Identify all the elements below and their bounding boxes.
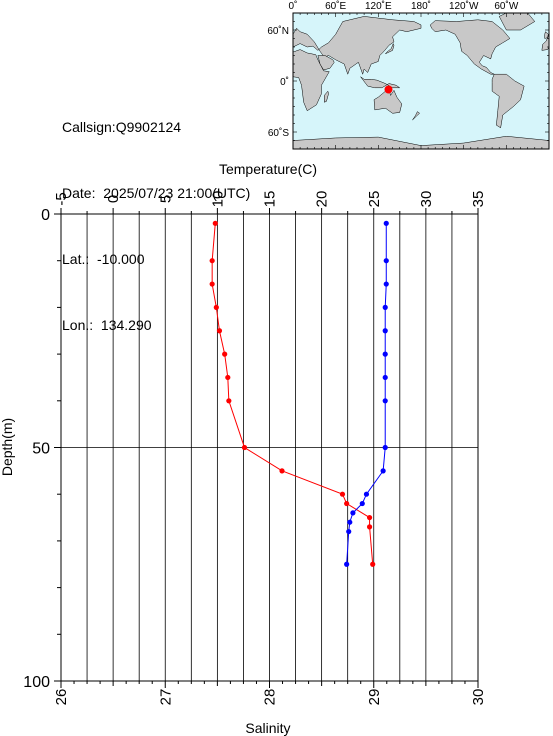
depth-axis: 0 50 100 xyxy=(23,207,61,691)
salinity-data-point xyxy=(382,374,388,381)
temperature-axis-label: Temperature(C) xyxy=(219,161,317,177)
salinity-data-point xyxy=(382,351,388,357)
temperature-data-point xyxy=(370,561,376,567)
temperature-tick-label: 15 xyxy=(262,191,279,208)
temperature-tick-label: 30 xyxy=(418,191,435,208)
salinity-tick-label: 29 xyxy=(366,689,383,706)
temperature-series-line xyxy=(211,223,374,565)
temperature-data-point xyxy=(209,258,215,264)
temperature-data-point xyxy=(344,500,350,507)
temperature-tick-label: 5 xyxy=(157,195,174,203)
salinity-tick-label: 28 xyxy=(262,689,279,706)
salinity-data-point xyxy=(383,281,389,287)
salinity-data-point xyxy=(344,561,350,567)
date-text: Date: 2025/07/23 21:00(UTC) xyxy=(62,185,251,201)
salinity-data-point xyxy=(350,510,356,516)
temperature-tick-label: 0 xyxy=(105,195,122,203)
depth-tick-label: 50 xyxy=(32,441,50,458)
salinity-data-point xyxy=(346,528,352,535)
salinity-data-point xyxy=(382,304,388,310)
salinity-data-point xyxy=(347,519,353,525)
temperature-data-point xyxy=(339,491,346,497)
temperature-data-point xyxy=(222,351,228,357)
temperature-axis: -5 0 5 10 15 20 25 30 35 xyxy=(53,191,487,214)
depth-tick-label: 0 xyxy=(41,207,50,224)
salinity-series-line xyxy=(346,223,387,565)
salinity-axis-label: Salinity xyxy=(245,720,290,736)
callsign-text: Callsign:Q9902124 xyxy=(62,119,182,135)
salinity-tick-label: 30 xyxy=(470,689,487,706)
temperature-tick-label: 10 xyxy=(209,191,226,208)
chart-grid xyxy=(60,214,479,681)
salinity-data-point xyxy=(383,220,389,226)
depth-axis-label: Depth(m) xyxy=(0,418,15,476)
temperature-tick-label: 25 xyxy=(366,191,383,208)
latitude-text: Lat.: -10.000 xyxy=(62,251,145,267)
depth-tick-label: 100 xyxy=(23,674,50,691)
salinity-data-point xyxy=(380,468,386,474)
salinity-data-point xyxy=(363,491,370,497)
temperature-tick-label: -5 xyxy=(53,192,70,205)
temperature-tick-label: 20 xyxy=(314,191,331,208)
salinity-data-point xyxy=(382,398,388,404)
temperature-data-point xyxy=(226,398,232,404)
salinity-data-point xyxy=(383,258,389,264)
salinity-data-point xyxy=(359,500,365,507)
salinity-tick-label: 26 xyxy=(53,689,70,706)
temperature-data-point xyxy=(279,468,285,474)
temperature-data-point xyxy=(212,220,218,226)
temperature-data-point xyxy=(213,304,219,310)
salinity-data-point xyxy=(382,444,388,451)
temperature-data-point xyxy=(366,524,373,530)
salinity-tick-label: 27 xyxy=(157,689,174,706)
temperature-data-point xyxy=(366,514,373,521)
temperature-data-point xyxy=(209,281,215,287)
temperature-data-point xyxy=(225,374,231,381)
salinity-data-point xyxy=(382,328,388,334)
salinity-axis: 26 27 28 29 30 xyxy=(53,681,487,705)
temperature-data-point xyxy=(216,328,223,334)
series-layer xyxy=(209,220,389,567)
temperature-tick-label: 35 xyxy=(470,191,487,208)
temperature-data-point xyxy=(241,444,248,451)
